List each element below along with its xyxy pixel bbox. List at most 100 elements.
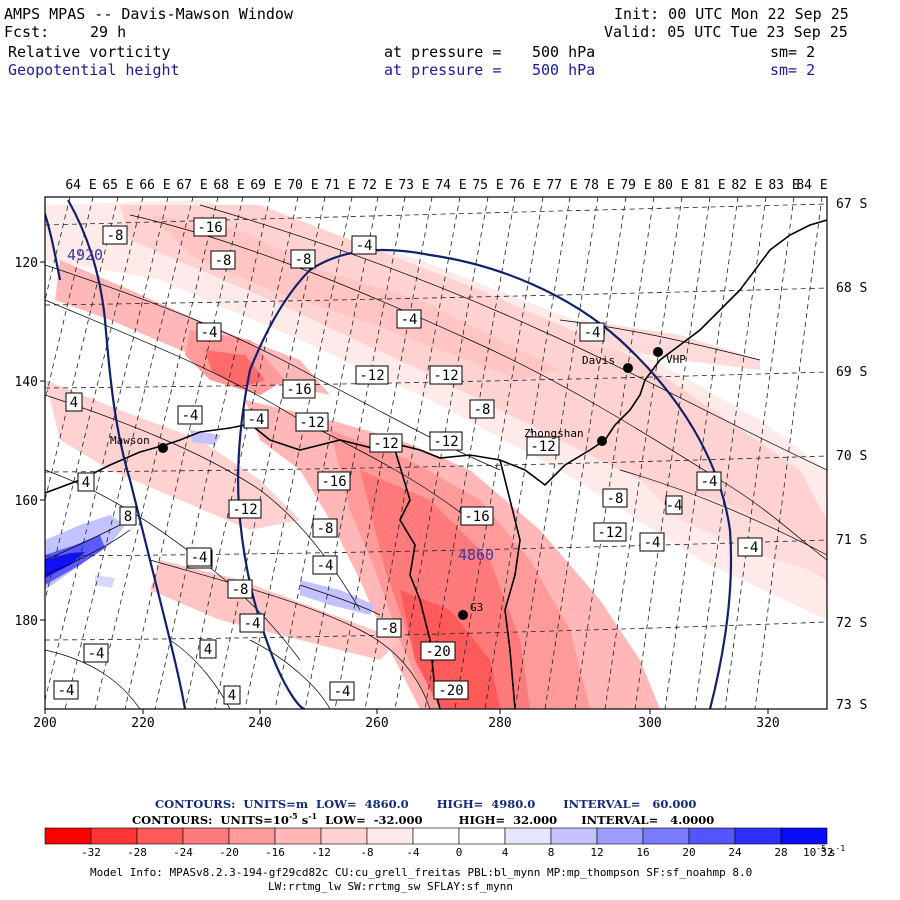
station-davis: Davis bbox=[582, 354, 633, 373]
field-2-smooth: sm= 2 bbox=[770, 61, 816, 79]
y-tick-label: 180 bbox=[15, 614, 38, 629]
lat-label: 67 S bbox=[836, 197, 867, 212]
colorbar-tick-label: -24 bbox=[173, 846, 193, 859]
forecast-value: 29 h bbox=[90, 23, 127, 41]
svg-text:-4: -4 bbox=[182, 408, 199, 424]
colorbar-swatch bbox=[642, 827, 690, 845]
x-tick-label: 240 bbox=[248, 716, 271, 731]
colorbar-tick-label: -4 bbox=[406, 846, 420, 859]
svg-text:-20: -20 bbox=[438, 683, 463, 699]
y-tick-label: 120 bbox=[15, 256, 38, 271]
lon-label: 73 E bbox=[398, 178, 429, 193]
contour-label: -16 bbox=[460, 506, 494, 526]
field-1-name: Relative vorticity bbox=[8, 43, 171, 61]
model-info-line-2: LW:rrtmg_lw SW:rrtmg_sw SFLAY:sf_mynn bbox=[268, 880, 514, 893]
svg-text:G3: G3 bbox=[470, 601, 483, 614]
field-2-name: Geopotential height bbox=[8, 61, 180, 79]
lat-axis: 67 S 68 S 69 S 70 S 71 S 72 S 73 S bbox=[836, 197, 867, 713]
colorbar-tick-label: -28 bbox=[127, 846, 147, 859]
lat-label: 72 S bbox=[836, 616, 867, 631]
contour-label: -8 bbox=[210, 250, 236, 270]
svg-text:-8: -8 bbox=[107, 228, 124, 244]
svg-text:-4: -4 bbox=[248, 412, 265, 428]
contour-label: 4 bbox=[199, 639, 217, 659]
lat-label: 73 S bbox=[836, 698, 867, 713]
svg-text:Davis: Davis bbox=[582, 354, 615, 367]
colorbar-swatch bbox=[320, 827, 368, 845]
svg-text:-12: -12 bbox=[597, 525, 622, 541]
svg-text:-8: -8 bbox=[317, 521, 334, 537]
colorbar-swatch bbox=[44, 827, 92, 845]
contour-label: -12 bbox=[228, 499, 262, 519]
svg-text:-4: -4 bbox=[644, 535, 661, 551]
plot-frame bbox=[44, 196, 828, 710]
contour-label: -16 bbox=[193, 217, 227, 237]
longitude-grid bbox=[45, 197, 823, 709]
lon-label: 67 E bbox=[176, 178, 207, 193]
svg-text:8: 8 bbox=[124, 509, 132, 525]
colorbar-tick-label: -12 bbox=[311, 846, 331, 859]
lat-label: 70 S bbox=[836, 449, 867, 464]
x-tick-label: 200 bbox=[33, 716, 56, 731]
x-axis: 200 220 240 260 280 300 320 bbox=[33, 716, 779, 731]
colorbar-tick-label: 4 bbox=[502, 846, 509, 859]
contour-label: -12 bbox=[593, 522, 627, 542]
contour-label: -16 bbox=[317, 471, 351, 491]
lon-label: 71 E bbox=[324, 178, 355, 193]
station-zhongshan: Zhongshan bbox=[524, 427, 607, 446]
contour-label: -4 bbox=[186, 547, 212, 567]
colorbar-swatch bbox=[688, 827, 736, 845]
contour-label: -12 bbox=[355, 365, 389, 385]
lon-label: 76 E bbox=[509, 178, 540, 193]
x-tick-label: 260 bbox=[365, 716, 388, 731]
svg-text:4: 4 bbox=[82, 475, 90, 491]
field-1-level: 500 hPa bbox=[532, 43, 596, 61]
svg-text:-16: -16 bbox=[321, 474, 346, 490]
colorbar-tick-label: 28 bbox=[774, 846, 787, 859]
colorbar bbox=[44, 827, 828, 845]
svg-text:4: 4 bbox=[204, 642, 212, 658]
contour-label: -4 bbox=[312, 555, 338, 575]
svg-text:-4: -4 bbox=[334, 684, 351, 700]
y-tick-label: 140 bbox=[15, 375, 38, 390]
contour-label: -4 bbox=[579, 322, 605, 342]
y-ticks bbox=[40, 261, 45, 621]
svg-text:-8: -8 bbox=[381, 621, 398, 637]
contour-label: -4 bbox=[639, 532, 665, 552]
contour-label: -8 bbox=[102, 225, 128, 245]
colorbar-swatch bbox=[228, 827, 276, 845]
lon-label: 70 E bbox=[287, 178, 318, 193]
contour-label: -8 bbox=[290, 249, 316, 269]
contour-label: -8 bbox=[602, 488, 628, 508]
contour-label: -4 bbox=[239, 613, 265, 633]
svg-text:-4: -4 bbox=[356, 238, 373, 254]
colorbar-unit: 10-5 s-1 bbox=[803, 844, 845, 859]
svg-text:-12: -12 bbox=[232, 502, 257, 518]
contour-label: -4 bbox=[351, 235, 377, 255]
svg-text:-4: -4 bbox=[88, 646, 105, 662]
svg-text:-4: -4 bbox=[584, 325, 601, 341]
lon-axis: 64 E 65 E 66 E 67 E 68 E 69 E 70 E 71 E … bbox=[65, 178, 827, 193]
svg-text:-4: -4 bbox=[201, 325, 218, 341]
svg-text:-4: -4 bbox=[244, 616, 261, 632]
contour-label: 4 bbox=[65, 392, 83, 412]
contour-label: -16 bbox=[282, 379, 316, 399]
svg-text:-16: -16 bbox=[464, 509, 489, 525]
colorbar-tick-label: -16 bbox=[265, 846, 285, 859]
svg-text:-8: -8 bbox=[607, 491, 624, 507]
svg-text:-12: -12 bbox=[373, 436, 398, 452]
colorbar-tick-label: 24 bbox=[728, 846, 742, 859]
colorbar-tick-label: 16 bbox=[636, 846, 649, 859]
lon-label: 68 E bbox=[213, 178, 244, 193]
forecast-label: Fcst: bbox=[4, 23, 50, 41]
colorbar-tick-label: 32 bbox=[820, 846, 833, 859]
colorbar-tick-label: 0 bbox=[456, 846, 463, 859]
svg-text:VHP: VHP bbox=[666, 353, 686, 366]
x-tick-label: 300 bbox=[638, 716, 661, 731]
lon-label: 82 E bbox=[731, 178, 762, 193]
contour-label: -12 bbox=[369, 433, 403, 453]
contour-label: -4 bbox=[53, 680, 79, 700]
valid-time: Valid: 05 UTC Tue 23 Sep 25 bbox=[604, 23, 848, 41]
svg-text:-4: -4 bbox=[317, 558, 334, 574]
